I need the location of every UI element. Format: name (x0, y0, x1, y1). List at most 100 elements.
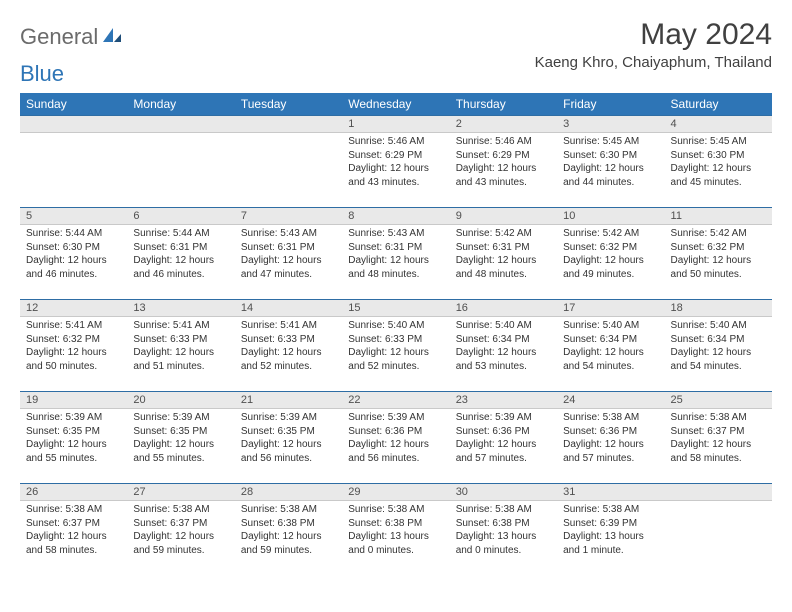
calendar-day-cell: 14Sunrise: 5:41 AMSunset: 6:33 PMDayligh… (235, 299, 342, 391)
day-content: Sunrise: 5:43 AMSunset: 6:31 PMDaylight:… (342, 225, 449, 285)
day-content: Sunrise: 5:39 AMSunset: 6:35 PMDaylight:… (127, 409, 234, 469)
calendar-day-cell: 18Sunrise: 5:40 AMSunset: 6:34 PMDayligh… (665, 299, 772, 391)
weekday-header: Friday (557, 93, 664, 115)
day-content: Sunrise: 5:39 AMSunset: 6:36 PMDaylight:… (450, 409, 557, 469)
day-number: 12 (20, 299, 127, 317)
day-number: 18 (665, 299, 772, 317)
day-number: 27 (127, 483, 234, 501)
day-content: Sunrise: 5:40 AMSunset: 6:34 PMDaylight:… (557, 317, 664, 377)
calendar-day-cell: 30Sunrise: 5:38 AMSunset: 6:38 PMDayligh… (450, 483, 557, 575)
month-title: May 2024 (535, 18, 772, 52)
day-content (20, 133, 127, 139)
calendar-day-cell: 28Sunrise: 5:38 AMSunset: 6:38 PMDayligh… (235, 483, 342, 575)
day-number (665, 483, 772, 501)
day-content: Sunrise: 5:41 AMSunset: 6:33 PMDaylight:… (127, 317, 234, 377)
day-number: 15 (342, 299, 449, 317)
day-number (235, 115, 342, 133)
calendar-day-cell: 24Sunrise: 5:38 AMSunset: 6:36 PMDayligh… (557, 391, 664, 483)
calendar-day-cell: 21Sunrise: 5:39 AMSunset: 6:35 PMDayligh… (235, 391, 342, 483)
day-number: 8 (342, 207, 449, 225)
day-number: 3 (557, 115, 664, 133)
day-number (127, 115, 234, 133)
calendar-day-cell: 17Sunrise: 5:40 AMSunset: 6:34 PMDayligh… (557, 299, 664, 391)
day-content: Sunrise: 5:38 AMSunset: 6:37 PMDaylight:… (127, 501, 234, 561)
day-number: 7 (235, 207, 342, 225)
calendar-day-cell: 5Sunrise: 5:44 AMSunset: 6:30 PMDaylight… (20, 207, 127, 299)
day-content: Sunrise: 5:43 AMSunset: 6:31 PMDaylight:… (235, 225, 342, 285)
calendar-day-cell: 2Sunrise: 5:46 AMSunset: 6:29 PMDaylight… (450, 115, 557, 207)
calendar-day-cell: 4Sunrise: 5:45 AMSunset: 6:30 PMDaylight… (665, 115, 772, 207)
day-content: Sunrise: 5:46 AMSunset: 6:29 PMDaylight:… (342, 133, 449, 193)
day-content: Sunrise: 5:38 AMSunset: 6:38 PMDaylight:… (450, 501, 557, 561)
day-content: Sunrise: 5:41 AMSunset: 6:33 PMDaylight:… (235, 317, 342, 377)
day-number: 28 (235, 483, 342, 501)
day-content: Sunrise: 5:44 AMSunset: 6:30 PMDaylight:… (20, 225, 127, 285)
calendar-day-cell: 13Sunrise: 5:41 AMSunset: 6:33 PMDayligh… (127, 299, 234, 391)
calendar-day-cell: 8Sunrise: 5:43 AMSunset: 6:31 PMDaylight… (342, 207, 449, 299)
calendar-day-cell: 26Sunrise: 5:38 AMSunset: 6:37 PMDayligh… (20, 483, 127, 575)
day-number: 13 (127, 299, 234, 317)
day-content: Sunrise: 5:46 AMSunset: 6:29 PMDaylight:… (450, 133, 557, 193)
calendar-day-cell (665, 483, 772, 575)
day-number: 11 (665, 207, 772, 225)
day-content: Sunrise: 5:44 AMSunset: 6:31 PMDaylight:… (127, 225, 234, 285)
day-number: 9 (450, 207, 557, 225)
day-number: 14 (235, 299, 342, 317)
day-number: 2 (450, 115, 557, 133)
day-number: 21 (235, 391, 342, 409)
day-number: 5 (20, 207, 127, 225)
calendar-day-cell: 11Sunrise: 5:42 AMSunset: 6:32 PMDayligh… (665, 207, 772, 299)
calendar-day-cell: 3Sunrise: 5:45 AMSunset: 6:30 PMDaylight… (557, 115, 664, 207)
day-content: Sunrise: 5:40 AMSunset: 6:33 PMDaylight:… (342, 317, 449, 377)
calendar-day-cell (127, 115, 234, 207)
day-content: Sunrise: 5:42 AMSunset: 6:32 PMDaylight:… (557, 225, 664, 285)
calendar-day-cell (235, 115, 342, 207)
day-content: Sunrise: 5:45 AMSunset: 6:30 PMDaylight:… (665, 133, 772, 193)
calendar-day-cell: 22Sunrise: 5:39 AMSunset: 6:36 PMDayligh… (342, 391, 449, 483)
day-number: 6 (127, 207, 234, 225)
day-number: 17 (557, 299, 664, 317)
calendar-table: SundayMondayTuesdayWednesdayThursdayFrid… (20, 93, 772, 575)
calendar-week-row: 12Sunrise: 5:41 AMSunset: 6:32 PMDayligh… (20, 299, 772, 391)
calendar-day-cell: 29Sunrise: 5:38 AMSunset: 6:38 PMDayligh… (342, 483, 449, 575)
day-content: Sunrise: 5:45 AMSunset: 6:30 PMDaylight:… (557, 133, 664, 193)
weekday-header: Thursday (450, 93, 557, 115)
weekday-header: Sunday (20, 93, 127, 115)
calendar-day-cell: 27Sunrise: 5:38 AMSunset: 6:37 PMDayligh… (127, 483, 234, 575)
day-number: 30 (450, 483, 557, 501)
day-number: 23 (450, 391, 557, 409)
day-content: Sunrise: 5:41 AMSunset: 6:32 PMDaylight:… (20, 317, 127, 377)
calendar-day-cell: 16Sunrise: 5:40 AMSunset: 6:34 PMDayligh… (450, 299, 557, 391)
day-content: Sunrise: 5:39 AMSunset: 6:35 PMDaylight:… (20, 409, 127, 469)
calendar-day-cell: 12Sunrise: 5:41 AMSunset: 6:32 PMDayligh… (20, 299, 127, 391)
calendar-day-cell: 1Sunrise: 5:46 AMSunset: 6:29 PMDaylight… (342, 115, 449, 207)
day-content: Sunrise: 5:38 AMSunset: 6:38 PMDaylight:… (342, 501, 449, 561)
weekday-header: Wednesday (342, 93, 449, 115)
logo: General (20, 18, 124, 50)
calendar-day-cell (20, 115, 127, 207)
weekday-header: Saturday (665, 93, 772, 115)
calendar-day-cell: 20Sunrise: 5:39 AMSunset: 6:35 PMDayligh… (127, 391, 234, 483)
calendar-week-row: 26Sunrise: 5:38 AMSunset: 6:37 PMDayligh… (20, 483, 772, 575)
day-content: Sunrise: 5:42 AMSunset: 6:32 PMDaylight:… (665, 225, 772, 285)
calendar-day-cell: 31Sunrise: 5:38 AMSunset: 6:39 PMDayligh… (557, 483, 664, 575)
day-content: Sunrise: 5:39 AMSunset: 6:35 PMDaylight:… (235, 409, 342, 469)
day-number: 10 (557, 207, 664, 225)
day-content: Sunrise: 5:39 AMSunset: 6:36 PMDaylight:… (342, 409, 449, 469)
day-content (127, 133, 234, 139)
day-number: 24 (557, 391, 664, 409)
weekday-header: Monday (127, 93, 234, 115)
day-number: 19 (20, 391, 127, 409)
logo-text-1: General (20, 24, 98, 50)
calendar-week-row: 19Sunrise: 5:39 AMSunset: 6:35 PMDayligh… (20, 391, 772, 483)
calendar-header-row: SundayMondayTuesdayWednesdayThursdayFrid… (20, 93, 772, 115)
calendar-day-cell: 15Sunrise: 5:40 AMSunset: 6:33 PMDayligh… (342, 299, 449, 391)
day-number: 16 (450, 299, 557, 317)
location-text: Kaeng Khro, Chaiyaphum, Thailand (535, 54, 772, 71)
day-number (20, 115, 127, 133)
day-content: Sunrise: 5:38 AMSunset: 6:37 PMDaylight:… (20, 501, 127, 561)
calendar-day-cell: 7Sunrise: 5:43 AMSunset: 6:31 PMDaylight… (235, 207, 342, 299)
calendar-day-cell: 6Sunrise: 5:44 AMSunset: 6:31 PMDaylight… (127, 207, 234, 299)
calendar-day-cell: 25Sunrise: 5:38 AMSunset: 6:37 PMDayligh… (665, 391, 772, 483)
logo-text-2: Blue (20, 61, 64, 87)
